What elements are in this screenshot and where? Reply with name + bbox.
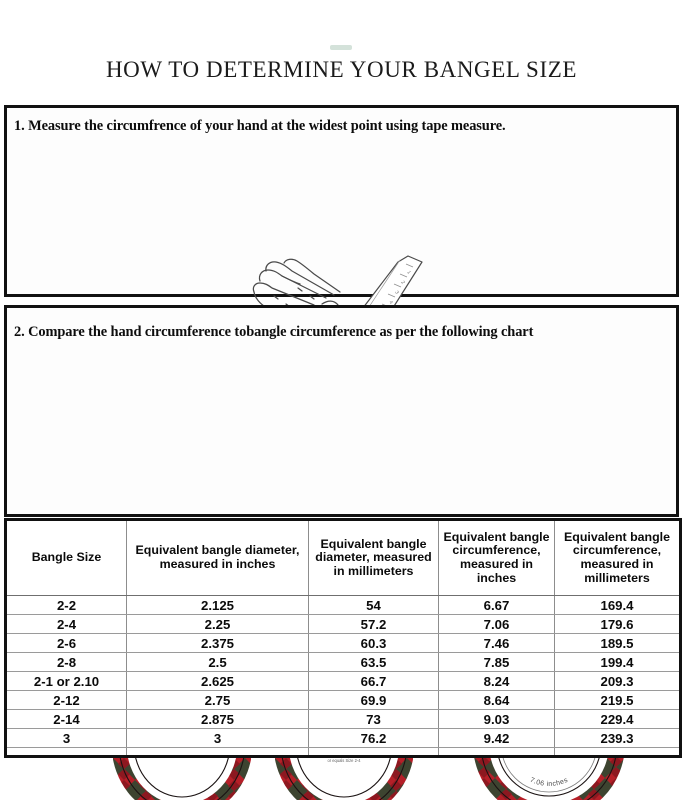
- step-2-instruction: 2. Compare the hand circumference tobang…: [14, 324, 534, 340]
- step-1-instruction: 1. Measure the circumfrence of your hand…: [14, 118, 506, 134]
- cell-circumference-mm: 209.3: [554, 671, 681, 691]
- cell-diameter-mm: 54: [308, 595, 439, 615]
- table-header-circumference-inches: Equivalent bangle circumference, measure…: [438, 519, 555, 596]
- cell-diameter-inches: 2.625: [126, 671, 309, 691]
- page-title: HOW TO DETERMINE YOUR BANGEL SIZE: [105, 57, 578, 82]
- spacer-cell: [126, 747, 309, 757]
- svg-text:7.06 inches: 7.06 inches: [529, 777, 570, 788]
- table-row: 2-8 2.5 63.5 7.85 199.4: [5, 652, 681, 672]
- cell-circumference-inches: 7.85: [438, 652, 555, 672]
- step-1-panel: 1. Measure the circumfrence of your hand…: [4, 105, 679, 391]
- table-row: 2-12 2.75 69.9 8.64 219.5: [5, 690, 681, 710]
- cell-circumference-mm: 189.5: [554, 633, 681, 653]
- table-header-circumference-mm: Equivalent bangle circumference, measure…: [554, 519, 681, 596]
- cell-bangle-size: 3: [5, 728, 127, 748]
- cell-circumference-mm: 169.4: [554, 595, 681, 615]
- cell-diameter-mm: 76.2: [308, 728, 439, 748]
- cell-circumference-inches: 7.46: [438, 633, 555, 653]
- table-bottom-spacer: [5, 747, 681, 757]
- table-row: 2-4 2.25 57.2 7.06 179.6: [5, 614, 681, 634]
- table-header-diameter-mm: Equivalent bangle diameter, measured in …: [308, 519, 439, 596]
- table-header-row: Bangle Size Equivalent bangle diameter, …: [5, 519, 681, 596]
- cell-bangle-size: 2-8: [5, 652, 127, 672]
- cell-diameter-inches: 2.25: [126, 614, 309, 634]
- cell-diameter-inches: 3: [126, 728, 309, 748]
- cell-diameter-mm: 57.2: [308, 614, 439, 634]
- table-row: 2-14 2.875 73 9.03 229.4: [5, 709, 681, 729]
- cell-diameter-mm: 66.7: [308, 671, 439, 691]
- cell-circumference-inches: 9.03: [438, 709, 555, 729]
- cell-diameter-inches: 2.125: [126, 595, 309, 615]
- title-smudge-artifact: [330, 45, 352, 50]
- bangle-size-table: Bangle Size Equivalent bangle diameter, …: [4, 518, 682, 758]
- table-row: 2-6 2.375 60.3 7.46 189.5: [5, 633, 681, 653]
- bangle-circumference-value-label: 7.06 inches: [529, 777, 569, 788]
- svg-text:3: 3: [393, 290, 400, 296]
- cell-circumference-mm: 199.4: [554, 652, 681, 672]
- step-2-panel: 2. Compare the hand circumference tobang…: [4, 305, 679, 800]
- cell-circumference-inches: 9.42: [438, 728, 555, 748]
- svg-text:1: 1: [405, 270, 412, 276]
- cell-circumference-mm: 219.5: [554, 690, 681, 710]
- cell-bangle-size: 2-14: [5, 709, 127, 729]
- cell-diameter-inches: 2.375: [126, 633, 309, 653]
- cell-diameter-inches: 2.875: [126, 709, 309, 729]
- cell-diameter-mm: 60.3: [308, 633, 439, 653]
- spacer-cell: [555, 748, 681, 757]
- cell-circumference-mm: 239.3: [554, 728, 681, 748]
- cell-circumference-inches: 7.06: [438, 614, 555, 634]
- table-row: 3 3 76.2 9.42 239.3: [5, 728, 681, 748]
- cell-bangle-size: 2-2: [5, 595, 127, 615]
- spacer-cell: [438, 747, 555, 757]
- table-body: 2-2 2.125 54 6.67 169.4 2-4 2.25 57.2 7.06 179.6 2…: [5, 595, 681, 757]
- cell-bangle-size: 2-12: [5, 690, 127, 710]
- table-header-bangle-size: Bangle Size: [5, 519, 127, 596]
- cell-diameter-inches: 2.5: [126, 652, 309, 672]
- spacer-cell: [5, 747, 127, 757]
- cell-circumference-mm: 179.6: [554, 614, 681, 634]
- cell-circumference-inches: 6.67: [438, 595, 555, 615]
- cell-diameter-inches: 2.75: [126, 690, 309, 710]
- table-header-diameter-inches: Equivalent bangle diameter, measured in …: [126, 519, 309, 596]
- cell-circumference-inches: 8.24: [438, 671, 555, 691]
- cell-bangle-size: 2-1 or 2.10: [5, 671, 127, 691]
- spacer-cell: [308, 747, 439, 757]
- svg-text:4: 4: [387, 300, 394, 306]
- cell-circumference-mm: 229.4: [554, 709, 681, 729]
- table-row: 2-1 or 2.10 2.625 66.7 8.24 209.3: [5, 671, 681, 691]
- cell-diameter-mm: 73: [308, 709, 439, 729]
- table-row: 2-2 2.125 54 6.67 169.4: [5, 595, 681, 615]
- cell-bangle-size: 2-6: [5, 633, 127, 653]
- cell-bangle-size: 2-4: [5, 614, 127, 634]
- svg-text:2: 2: [399, 280, 406, 286]
- cell-circumference-inches: 8.64: [438, 690, 555, 710]
- bangle-example-note-line-3: or equals Size 2-4: [327, 758, 361, 763]
- cell-diameter-mm: 63.5: [308, 652, 439, 672]
- cell-diameter-mm: 69.9: [308, 690, 439, 710]
